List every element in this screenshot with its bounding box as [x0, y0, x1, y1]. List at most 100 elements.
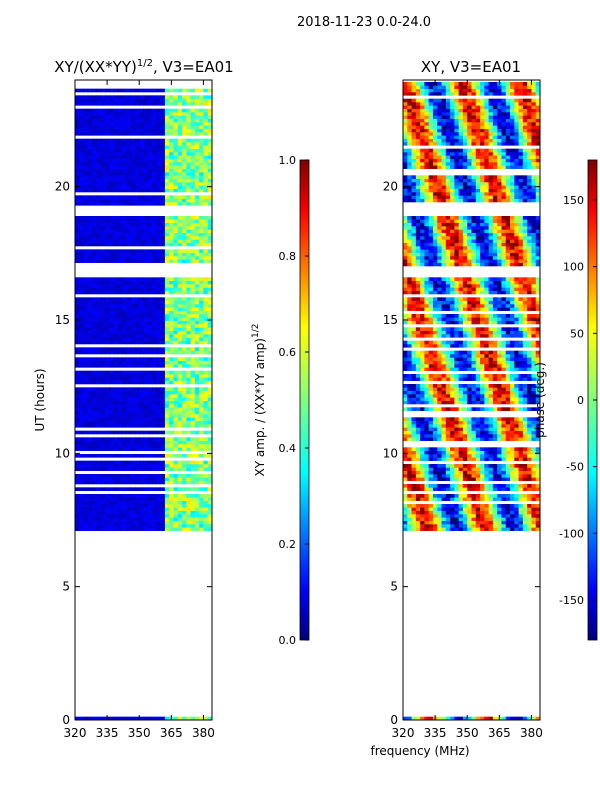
amp-heatmap-cell	[186, 404, 191, 408]
amp-heatmap-cell	[104, 132, 110, 136]
amp-heatmap-cell	[169, 185, 174, 189]
amp-heatmap-cell	[117, 374, 123, 378]
phase-heatmap-cell	[424, 374, 430, 378]
phase-heatmap-cell	[535, 464, 540, 468]
phase-heatmap-cell	[428, 484, 434, 488]
amp-heatmap-cell	[134, 145, 140, 149]
phase-heatmap-cell	[467, 520, 472, 525]
amp-heatmap-cell	[182, 128, 187, 133]
amp-heatmap-cell	[164, 112, 170, 116]
amp-heatmap-cell	[147, 304, 153, 308]
phase-heatmap-cell	[488, 504, 494, 508]
phase-heatmap-cell	[407, 434, 412, 438]
phase-heatmap-cell	[527, 397, 532, 401]
phase-heatmap-cell	[510, 454, 515, 458]
amp-heatmap-cell	[122, 524, 127, 528]
phase-heatmap-cell	[467, 484, 472, 488]
amp-heatmap-cell	[134, 226, 140, 230]
amp-heatmap-cell	[83, 300, 89, 305]
phase-heatmap-cell	[471, 527, 477, 531]
amp-heatmap-cell	[194, 125, 200, 129]
amp-heatmap-cell	[117, 152, 123, 156]
amp-heatmap-cell	[203, 236, 209, 240]
phase-heatmap-cell	[514, 494, 519, 498]
amp-heatmap-cell	[169, 178, 174, 183]
amp-heatmap-cell	[122, 145, 127, 149]
amp-heatmap-cell	[134, 504, 140, 508]
phase-heatmap-cell	[450, 420, 455, 425]
amp-heatmap-cell	[147, 364, 153, 368]
amp-heatmap-cell	[156, 454, 162, 458]
amp-heatmap-cell	[96, 330, 102, 335]
phase-heatmap-cell	[445, 484, 451, 488]
amp-heatmap-cell	[117, 460, 123, 465]
amp-heatmap-cell	[199, 152, 204, 156]
amp-heatmap-cell	[143, 185, 149, 189]
phase-heatmap-cell	[514, 464, 519, 468]
amp-heatmap-cell	[169, 142, 174, 146]
amp-heatmap-cell	[194, 317, 200, 321]
amp-heatmap-cell	[139, 504, 144, 508]
amp-heatmap-cell	[143, 397, 149, 401]
amp-heatmap-cell	[109, 440, 114, 445]
amp-heatmap-cell	[203, 115, 209, 119]
phase-heatmap-cell	[535, 427, 540, 431]
amp-heatmap-cell	[190, 444, 196, 448]
phase-heatmap-cell	[510, 470, 515, 475]
amp-heatmap-cell	[207, 290, 212, 295]
amp-heatmap-cell	[177, 330, 183, 335]
amp-heatmap-cell	[160, 407, 166, 411]
phase-heatmap-cell	[424, 344, 430, 348]
amp-heatmap-cell	[164, 284, 170, 288]
amp-heatmap-cell	[194, 320, 200, 325]
phase-heatmap-cell	[432, 354, 438, 358]
amp-heatmap-cell	[169, 517, 174, 521]
phase-heatmap-cell	[484, 454, 490, 458]
amp-heatmap-cell	[100, 226, 106, 230]
phase-heatmap-cell	[437, 467, 442, 471]
amp-heatmap-cell	[177, 454, 183, 458]
amp-heatmap-cell	[100, 297, 106, 301]
phase-heatmap-cell	[403, 384, 408, 388]
phase-heatmap-cell	[415, 387, 421, 391]
amp-heatmap-cell	[182, 122, 187, 126]
amp-heatmap-cell	[92, 374, 97, 378]
phase-title: XY, V3=EA01	[421, 58, 521, 76]
amp-heatmap-cell	[104, 195, 110, 199]
amp-heatmap-cell	[203, 350, 209, 355]
phase-heatmap-cell	[505, 430, 511, 435]
amp-heatmap-cell	[126, 487, 132, 491]
amp-heatmap-cell	[164, 138, 170, 143]
phase-heatmap-cell	[518, 364, 524, 368]
amp-heatmap-cell	[83, 142, 89, 146]
amp-heatmap-cell	[75, 138, 80, 143]
amp-heatmap-cell	[139, 474, 144, 478]
phase-heatmap-cell	[437, 520, 442, 525]
amp-heatmap-cell	[160, 115, 166, 119]
amp-heatmap-cell	[207, 464, 212, 468]
phase-heatmap-cell	[458, 374, 464, 378]
amp-heatmap-cell	[117, 517, 123, 521]
amp-heatmap-cell	[147, 165, 153, 169]
amp-heatmap-cell	[156, 236, 162, 240]
amp-heatmap-cell	[134, 287, 140, 291]
amp-heatmap-cell	[126, 424, 132, 428]
amp-heatmap-cell	[169, 444, 174, 448]
amp-heatmap-cell	[104, 387, 110, 391]
phase-heatmap-cell	[407, 344, 412, 348]
amp-heatmap-cell	[186, 477, 191, 481]
amp-heatmap-cell	[117, 400, 123, 405]
amp-heatmap-cell	[109, 175, 114, 179]
amp-heatmap-cell	[104, 437, 110, 441]
amp-heatmap-cell	[139, 280, 144, 285]
amp-heatmap-cell	[190, 464, 196, 468]
amp-heatmap-cell	[147, 377, 153, 381]
amp-heatmap-cell	[164, 347, 170, 351]
amp-heatmap-cell	[207, 404, 212, 408]
amp-heatmap-cell	[126, 387, 132, 391]
amp-heatmap-cell	[177, 242, 183, 247]
amp-heatmap-cell	[126, 122, 132, 126]
phase-heatmap-cell	[471, 407, 477, 411]
amp-heatmap-cell	[190, 374, 196, 378]
amp-heatmap-cell	[134, 374, 140, 378]
